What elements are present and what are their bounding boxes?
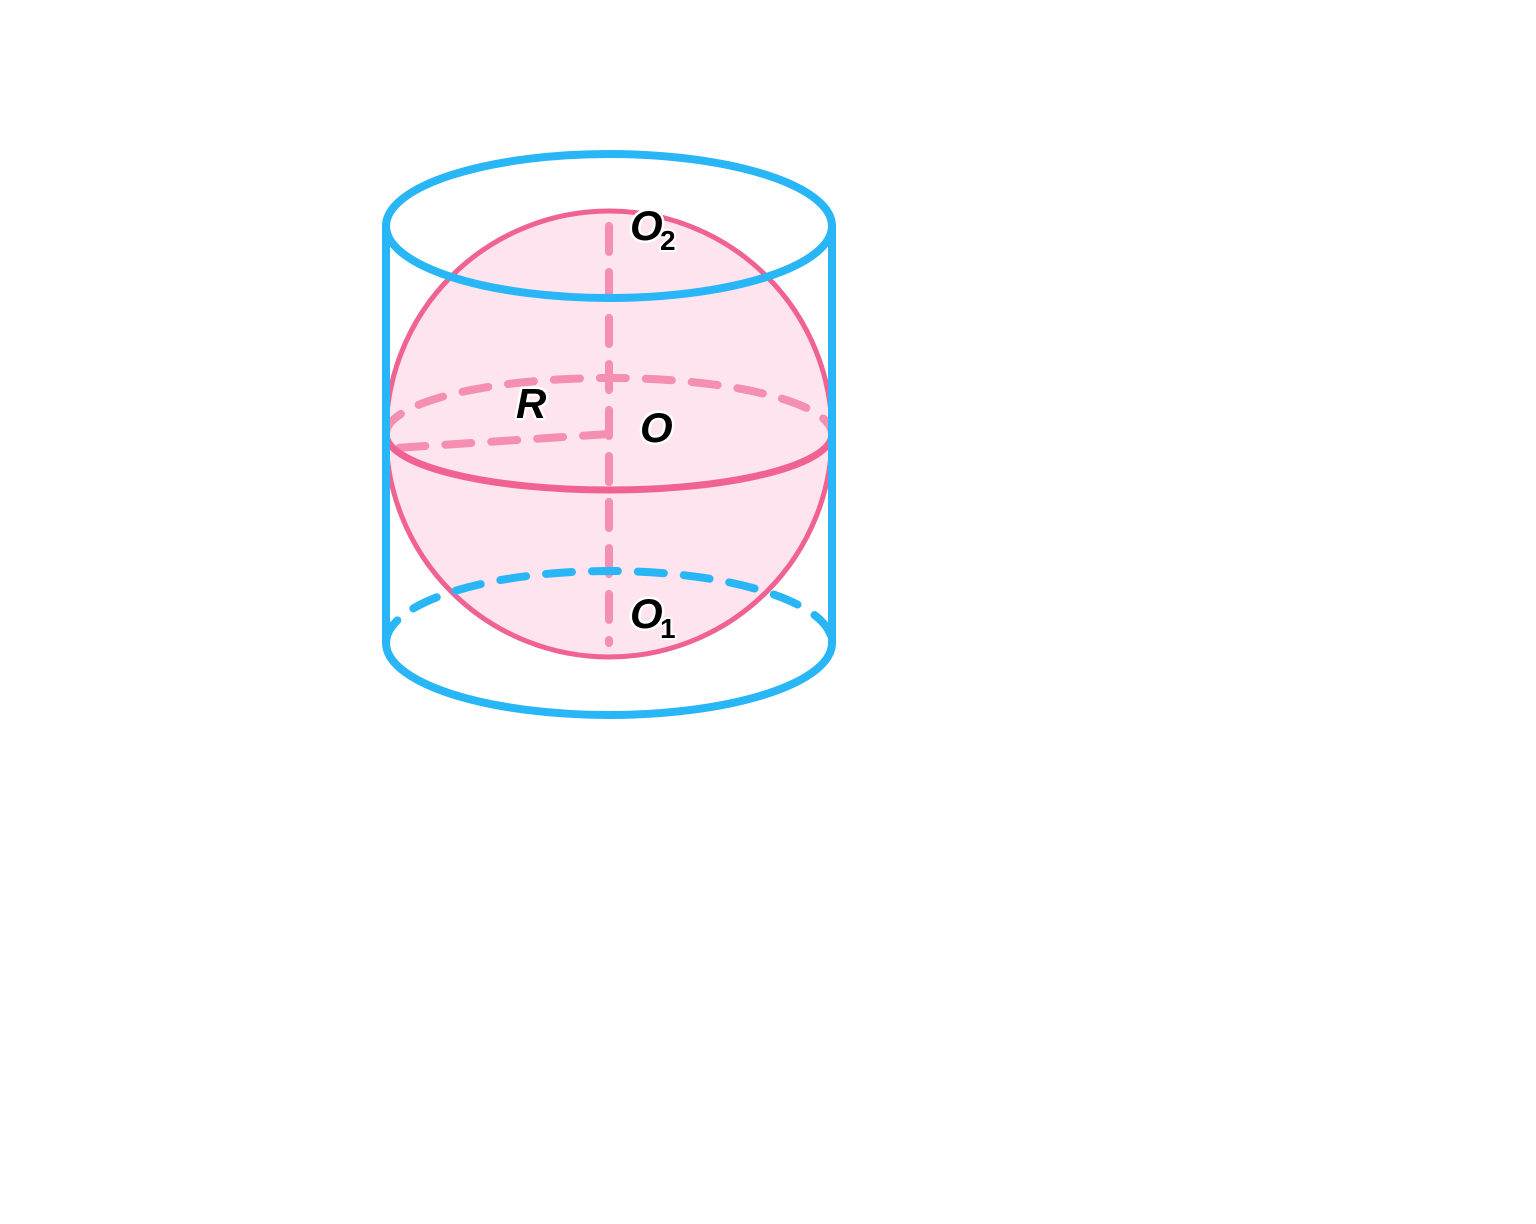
label-O2-main: O: [630, 202, 663, 249]
diagram-svg: O 2 O R O 1: [0, 0, 1536, 1224]
label-O1-sub: 1: [660, 613, 676, 644]
label-O: O: [640, 404, 673, 451]
label-O2-sub: 2: [660, 225, 676, 256]
label-O1-main: O: [630, 590, 663, 637]
label-R: R: [516, 380, 547, 427]
label-O2: O 2: [630, 202, 676, 256]
